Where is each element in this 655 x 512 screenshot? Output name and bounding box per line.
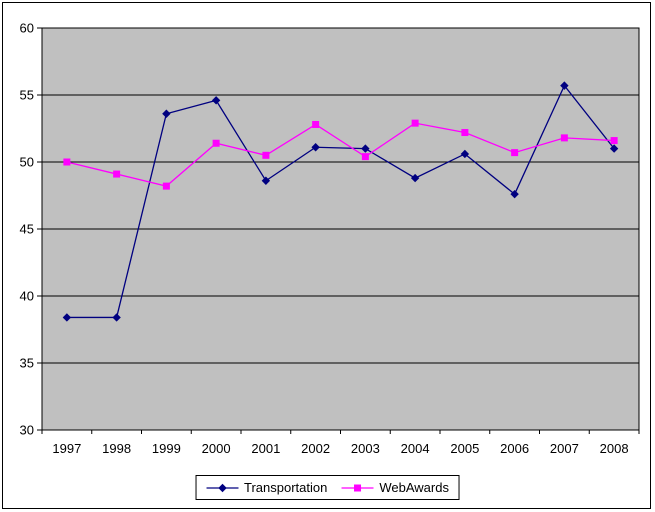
y-axis-tick-label: 40: [20, 289, 34, 304]
transportation-line-diamond-icon: [206, 483, 239, 492]
x-axis-tick-label: 2005: [450, 441, 479, 456]
marker-square-webawards: [113, 170, 121, 178]
legend-item-webawards: WebAwards: [341, 480, 449, 495]
y-axis-tick-label: 50: [20, 155, 34, 170]
marker-square-webawards: [361, 153, 369, 161]
legend: Transportation WebAwards: [195, 475, 460, 500]
marker-diamond-transportation: [460, 149, 470, 159]
marker-diamond-transportation: [410, 173, 420, 183]
y-axis-tick-label: 60: [20, 21, 34, 36]
legend-label-transportation: Transportation: [244, 480, 328, 495]
x-axis-tick-label: 1998: [102, 441, 131, 456]
series-line-transportation: [66, 84, 615, 319]
marker-square-webawards: [63, 158, 71, 166]
y-axis-tick-label: 35: [20, 356, 34, 371]
marker-diamond-transportation: [162, 109, 171, 118]
marker-square-webawards: [262, 151, 270, 159]
legend-label-webawards: WebAwards: [379, 480, 449, 495]
x-axis-tick-label: 2001: [251, 441, 280, 456]
marker-diamond-transportation: [211, 96, 221, 105]
x-axis-tick-label: 2000: [202, 441, 231, 456]
marker-square-webawards: [212, 139, 220, 147]
marker-square-webawards: [610, 137, 618, 145]
x-axis-tick-label: 1999: [152, 441, 181, 456]
marker-square-webawards: [312, 120, 320, 128]
marker-square-webawards: [411, 119, 419, 127]
webawards-line-square-icon: [341, 484, 374, 491]
y-axis-tick-label: 45: [20, 222, 34, 237]
marker-diamond-transportation: [112, 313, 121, 322]
x-axis-tick-label: 1997: [52, 441, 81, 456]
marker-diamond-transportation: [560, 81, 569, 90]
marker-square-webawards: [560, 134, 568, 142]
legend-item-transportation: Transportation: [206, 480, 327, 495]
marker-diamond-transportation: [510, 189, 519, 199]
x-axis-tick-label: 2003: [351, 441, 380, 456]
x-axis-tick-label: 2006: [500, 441, 529, 456]
marker-square-webawards: [511, 149, 519, 157]
x-axis-tick-label: 2004: [401, 441, 430, 456]
x-axis-tick-label: 2008: [600, 441, 629, 456]
marker-diamond-transportation: [261, 176, 271, 185]
y-axis-tick-label: 30: [20, 423, 34, 438]
marker-diamond-transportation: [609, 144, 619, 153]
marker-square-webawards: [461, 129, 469, 137]
series-line-webawards: [66, 122, 615, 187]
x-axis-tick-label: 2002: [301, 441, 330, 456]
x-axis-tick-label: 2007: [550, 441, 579, 456]
marker-square-webawards: [162, 182, 170, 190]
marker-diamond-transportation: [361, 144, 370, 153]
marker-diamond-transportation: [311, 143, 320, 152]
marker-diamond-transportation: [62, 313, 72, 322]
y-axis-tick-label: 55: [20, 88, 34, 103]
